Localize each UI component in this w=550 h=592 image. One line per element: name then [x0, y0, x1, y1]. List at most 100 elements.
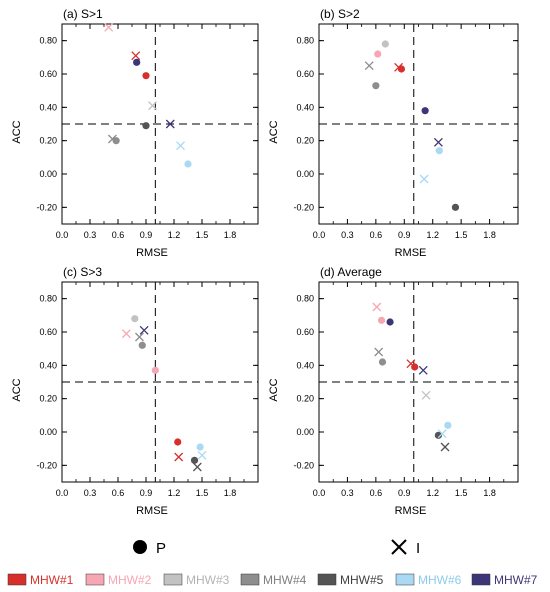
cross-marker-mhw5	[192, 462, 202, 472]
cross-marker-mhw4	[374, 347, 384, 357]
cross-marker-mhw7	[418, 365, 428, 375]
dot-marker-mhw1	[411, 363, 419, 371]
y-tick-label: 0.80	[39, 294, 57, 304]
legend-label-mhw6: MHW#6	[418, 573, 462, 587]
x-axis-label: RMSE	[395, 247, 427, 259]
x-tick-label: 0.9	[398, 230, 411, 240]
cross-marker-mhw2	[121, 329, 131, 339]
x-tick-label: 1.2	[426, 230, 439, 240]
marker-legend: P I	[133, 539, 420, 557]
legend-label-mhw1: MHW#1	[30, 573, 74, 587]
cross-marker-mhw7	[433, 137, 443, 147]
y-tick-label: -0.20	[293, 460, 314, 470]
x-tick-label: 1.5	[196, 230, 209, 240]
y-tick-label: 0.20	[296, 136, 314, 146]
y-tick-label: 0.40	[296, 102, 314, 112]
legend-label-mhw2: MHW#2	[108, 573, 152, 587]
panel-b: 0.0 0.3 0.6 0.9 1.2 1.5 1.8 -0.20 0.00 0.20 0.40 0.…	[268, 7, 519, 259]
legend-swatch-mhw7	[471, 573, 491, 586]
dot-marker-mhw1	[174, 438, 182, 446]
cross-marker-mhw1	[174, 452, 184, 462]
legend-swatch-mhw4	[240, 573, 260, 586]
y-axis-label: ACC	[11, 378, 23, 401]
cross-marker-mhw2	[104, 22, 114, 32]
panel-title: (c) S>3	[63, 265, 102, 279]
panel-title: (b) S>2	[320, 7, 360, 21]
cross-marker-mhw5	[440, 442, 450, 452]
dot-marker-mhw4	[378, 358, 387, 366]
x-tick-label: 1.2	[168, 230, 181, 240]
legend-label-mhw3: MHW#3	[186, 573, 230, 587]
cross-marker-mhw6	[419, 174, 429, 184]
x-tick-label: 0.3	[84, 488, 97, 498]
x-tick-label: 1.5	[196, 488, 209, 498]
dot-marker-mhw5	[190, 456, 199, 464]
x-tick-label: 0.9	[398, 488, 411, 498]
x-axis-label: RMSE	[136, 247, 168, 259]
cross-marker-mhw6	[176, 141, 185, 151]
y-tick-label: 0.40	[296, 360, 314, 370]
y-axis-label: ACC	[268, 378, 280, 401]
dot-marker-mhw7	[386, 318, 394, 326]
dot-marker-mhw6	[435, 147, 443, 155]
dot-marker-mhw5	[434, 431, 442, 439]
model-legend: MHW#1 MHW#2 MHW#3 MHW#4 MHW#5 MHW#6 MHW#7	[7, 573, 538, 587]
x-tick-label: 0.9	[140, 488, 153, 498]
x-tick-label: 0.0	[56, 230, 69, 240]
y-tick-label: 0.80	[39, 36, 57, 46]
panel-a: 0.0 0.3 0.6 0.9 1.2 1.5 1.8 -0.20 0.00 0.20 0.40 0.…	[11, 7, 259, 259]
dot-marker-mhw5	[142, 122, 150, 130]
y-tick-label: 0.60	[39, 327, 57, 337]
y-tick-label: 0.00	[39, 169, 57, 179]
x-tick-label: 0.6	[112, 230, 125, 240]
y-tick-label: 0.20	[39, 136, 57, 146]
dot-marker-mhw1	[397, 65, 406, 73]
y-tick-label: -0.20	[293, 202, 314, 212]
dot-marker-mhw7	[133, 58, 141, 66]
y-tick-label: 0.00	[296, 427, 314, 437]
dot-marker-mhw2	[377, 316, 386, 324]
dot-marker-mhw4	[138, 341, 146, 349]
legend-label-mhw4: MHW#4	[263, 573, 307, 587]
y-tick-label: 0.20	[39, 394, 57, 404]
x-tick-label: 0.0	[313, 230, 326, 240]
cross-marker-mhw1	[131, 51, 141, 61]
dot-marker-mhw2	[151, 366, 159, 374]
dot-marker-mhw1	[142, 72, 150, 80]
legend-swatch-mhw3	[163, 573, 183, 586]
panel-title: (d) Average	[320, 265, 382, 279]
y-tick-label: 0.00	[296, 169, 314, 179]
x-tick-label: 0.6	[112, 488, 125, 498]
cross-marker-mhw4	[135, 332, 144, 342]
y-tick-label: 0.60	[296, 327, 314, 337]
x-tick-label: 1.8	[224, 488, 237, 498]
y-tick-label: 0.60	[296, 69, 314, 79]
x-tick-label: 1.2	[426, 488, 439, 498]
cross-marker-mhw4	[364, 61, 374, 71]
dot-marker-mhw6	[184, 160, 192, 168]
x-axis-label: RMSE	[136, 505, 168, 517]
x-tick-label: 0.3	[84, 230, 97, 240]
legend-swatch-mhw5	[317, 573, 337, 586]
y-tick-label: 0.80	[296, 36, 314, 46]
x-tick-label: 0.6	[370, 488, 383, 498]
dot-marker-mhw5	[451, 203, 460, 211]
legend-p-marker	[133, 540, 147, 554]
x-tick-label: 1.8	[224, 230, 237, 240]
panel-c: 0.0 0.3 0.6 0.9 1.2 1.5 1.8 -0.20 0.00 0.20 0.40 0.…	[11, 265, 259, 517]
x-tick-label: 1.2	[168, 488, 181, 498]
dot-marker-mhw6	[196, 443, 204, 451]
dot-marker-mhw3	[131, 315, 139, 323]
x-tick-label: 0.0	[56, 488, 69, 498]
dot-marker-mhw7	[421, 107, 429, 115]
cross-marker-mhw3	[421, 390, 431, 400]
legend-swatch-mhw1	[7, 573, 27, 586]
x-axis-label: RMSE	[395, 505, 427, 517]
y-tick-label: 0.20	[296, 394, 314, 404]
y-axis-label: ACC	[268, 120, 280, 143]
dot-marker-mhw4	[112, 137, 120, 145]
legend-label-mhw7: MHW#7	[494, 573, 538, 587]
cross-marker-mhw3	[148, 101, 157, 111]
dot-marker-mhw3	[381, 40, 389, 48]
